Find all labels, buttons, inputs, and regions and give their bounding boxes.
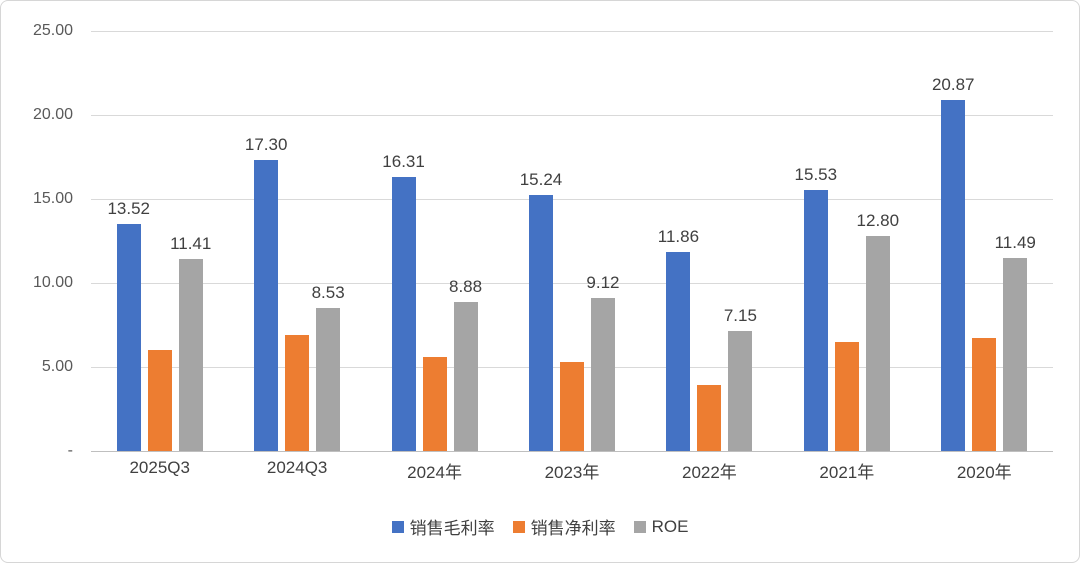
category-label: 2020年 [956,463,1012,482]
bar-roe [590,297,615,451]
category-label: 2024Q3 [266,458,328,477]
bar-column-gross-margin: 15.53 [795,31,837,451]
data-label: 17.30 [244,135,288,155]
bar-roe [1003,257,1028,451]
bar-column-roe: 12.80 [857,31,899,451]
y-tick-label: 10.00 [32,274,73,291]
bar-gross-margin [254,160,279,451]
bar-column-net-margin [147,31,172,451]
y-tick-label: 15.00 [32,190,73,207]
y-axis: 25.00 20.00 15.00 10.00 5.00 - [1,22,73,459]
bar-column-roe: 8.53 [312,31,345,451]
x-axis: 2025Q3 2024Q3 2024年 2023年 2022年 2021年 2020年 [91,458,1053,483]
bar-column-net-margin [422,31,447,451]
legend-item-roe: ROE [633,516,689,537]
legend: 销售毛利率 销售净利率 ROE [1,514,1079,539]
legend-swatch-icon [633,520,646,533]
bar-group: 11.86 7.15 [641,31,778,451]
bar-column-gross-margin: 13.52 [107,31,150,451]
data-label: 16.31 [382,152,425,171]
y-tick-label: 25.00 [32,22,73,39]
bar-column-gross-margin: 20.87 [932,31,975,451]
legend-label: 销售净利率 [530,519,616,538]
bar-column-roe: 11.41 [170,31,211,451]
bar-group: 15.53 12.80 [778,31,915,451]
bar-column-net-margin [834,31,859,451]
bar-roe [178,259,203,451]
gridline [91,115,1053,116]
bar-gross-margin [666,251,691,451]
legend-swatch-icon [512,520,525,533]
data-label: 8.53 [311,282,345,302]
bar-net-margin [285,335,310,451]
bar-gross-margin [391,177,416,451]
plot-area: 13.52 11.41 17.30 8.53 16.31 8.88 15.24 9.12 11.… [91,31,1053,452]
bar-net-margin [697,385,722,451]
gridline [91,199,1053,200]
bar-group: 15.24 9.12 [503,31,640,451]
bar-roe [453,301,478,451]
bar-group: 13.52 11.41 [91,31,228,451]
bar-group: 20.87 11.49 [916,31,1053,451]
data-label: 13.52 [107,198,150,218]
bar-group: 16.31 8.88 [366,31,503,451]
category-label: 2025Q3 [129,458,190,477]
bar-roe [728,330,753,451]
y-tick-label: 5.00 [41,358,73,375]
bar-column-net-margin [972,31,997,451]
bar-net-margin [147,350,172,451]
data-label: 11.41 [170,234,212,254]
y-tick-label: 20.00 [32,106,73,123]
bar-gross-margin [528,194,553,451]
bar-net-margin [834,341,859,451]
bar-roe [316,307,341,451]
gridline [91,283,1053,284]
bar-net-margin [559,361,584,451]
legend-label: 销售毛利率 [409,519,495,538]
data-label: 15.24 [519,169,563,189]
data-label: 7.15 [723,305,757,325]
category-label: 2023年 [544,463,600,482]
bar-column-net-margin [285,31,310,451]
data-label: 12.80 [856,210,900,230]
bar-column-roe: 9.12 [586,31,620,451]
bar-gross-margin [116,223,141,451]
y-tick-label: - [67,442,73,459]
bar-column-roe: 8.88 [449,31,482,451]
bar-column-gross-margin: 11.86 [658,31,699,451]
bar-roe [865,235,890,451]
data-label: 20.87 [931,75,975,95]
data-label: 9.12 [586,272,620,292]
bar-column-gross-margin: 17.30 [245,31,287,451]
category-label: 2024年 [407,463,462,482]
x-axis-line [91,451,1053,452]
bar-column-net-margin [697,31,722,451]
category-label: 2021年 [819,463,875,482]
data-label: 11.49 [994,232,1036,252]
bar-column-gross-margin: 16.31 [382,31,425,451]
bar-group: 17.30 8.53 [228,31,365,451]
legend-item-net-margin: 销售净利率 [512,514,616,539]
bar-net-margin [422,356,447,451]
bar-column-gross-margin: 15.24 [520,31,562,451]
category-label: 2022年 [681,463,737,482]
bar-gross-margin [803,190,828,451]
gridline [91,31,1053,32]
bar-column-roe: 7.15 [724,31,757,451]
data-label: 11.86 [657,226,700,246]
legend-label: ROE [651,516,689,536]
legend-item-gross-margin: 销售毛利率 [391,514,495,539]
bar-column-net-margin [559,31,584,451]
bar-net-margin [972,338,997,451]
data-label: 15.53 [794,165,838,185]
data-label: 8.88 [449,276,483,296]
bar-groups: 13.52 11.41 17.30 8.53 16.31 8.88 15.24 9.12 11.… [91,31,1053,451]
bar-gross-margin [941,100,966,451]
bar-column-roe: 11.49 [995,31,1036,451]
legend-swatch-icon [391,520,404,533]
